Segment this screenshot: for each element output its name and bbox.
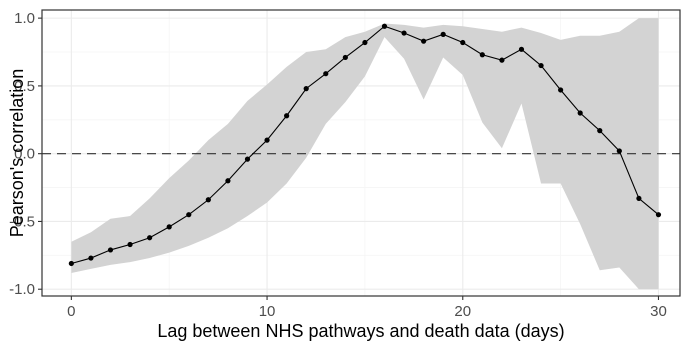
x-tick-label: 20 xyxy=(454,303,471,320)
data-point xyxy=(401,30,407,36)
data-point xyxy=(499,57,505,63)
data-point xyxy=(166,224,172,230)
data-point xyxy=(186,212,192,218)
data-point xyxy=(225,178,231,184)
data-point xyxy=(303,86,309,92)
data-point xyxy=(284,113,290,119)
x-axis-title: Lag between NHS pathways and death data … xyxy=(157,321,564,341)
data-point xyxy=(597,128,603,134)
y-tick-label: 1.0 xyxy=(14,10,35,27)
data-points-layer xyxy=(68,23,662,267)
y-tick-label: -0.5 xyxy=(9,213,35,230)
data-point xyxy=(440,31,446,37)
data-point xyxy=(636,195,642,202)
data-point xyxy=(421,38,427,44)
data-point xyxy=(518,46,525,52)
confidence-ribbon xyxy=(71,18,659,290)
data-point xyxy=(264,137,270,143)
data-point xyxy=(381,23,388,29)
confidence-band-layer xyxy=(71,18,659,290)
data-point xyxy=(655,212,662,218)
x-tick-label: 10 xyxy=(259,303,276,320)
y-axis-ticks: -1.0 -0.5 0.0 0.5 1.0 xyxy=(9,10,42,298)
data-point xyxy=(147,235,153,241)
data-point xyxy=(127,241,133,248)
data-point xyxy=(88,255,94,261)
data-point xyxy=(205,197,211,203)
data-point xyxy=(68,260,74,267)
panel-border xyxy=(41,9,681,297)
data-point xyxy=(479,52,485,58)
data-point xyxy=(342,54,348,61)
y-tick-label: 0.0 xyxy=(14,146,35,163)
y-tick-label: -1.0 xyxy=(9,281,35,298)
x-axis-ticks: 0 10 20 30 xyxy=(67,296,667,320)
x-tick-label: 30 xyxy=(650,303,667,320)
data-point xyxy=(460,39,466,46)
data-point xyxy=(577,110,583,116)
data-point xyxy=(323,71,329,77)
data-point xyxy=(362,39,368,46)
y-axis-title: Pearson's correlation xyxy=(7,69,27,238)
data-point xyxy=(244,156,251,162)
y-tick-label: 0.5 xyxy=(14,78,35,95)
data-point xyxy=(616,148,622,154)
data-point xyxy=(558,87,564,93)
data-point xyxy=(107,247,114,253)
x-tick-label: 0 xyxy=(67,303,75,320)
data-point xyxy=(538,62,544,69)
